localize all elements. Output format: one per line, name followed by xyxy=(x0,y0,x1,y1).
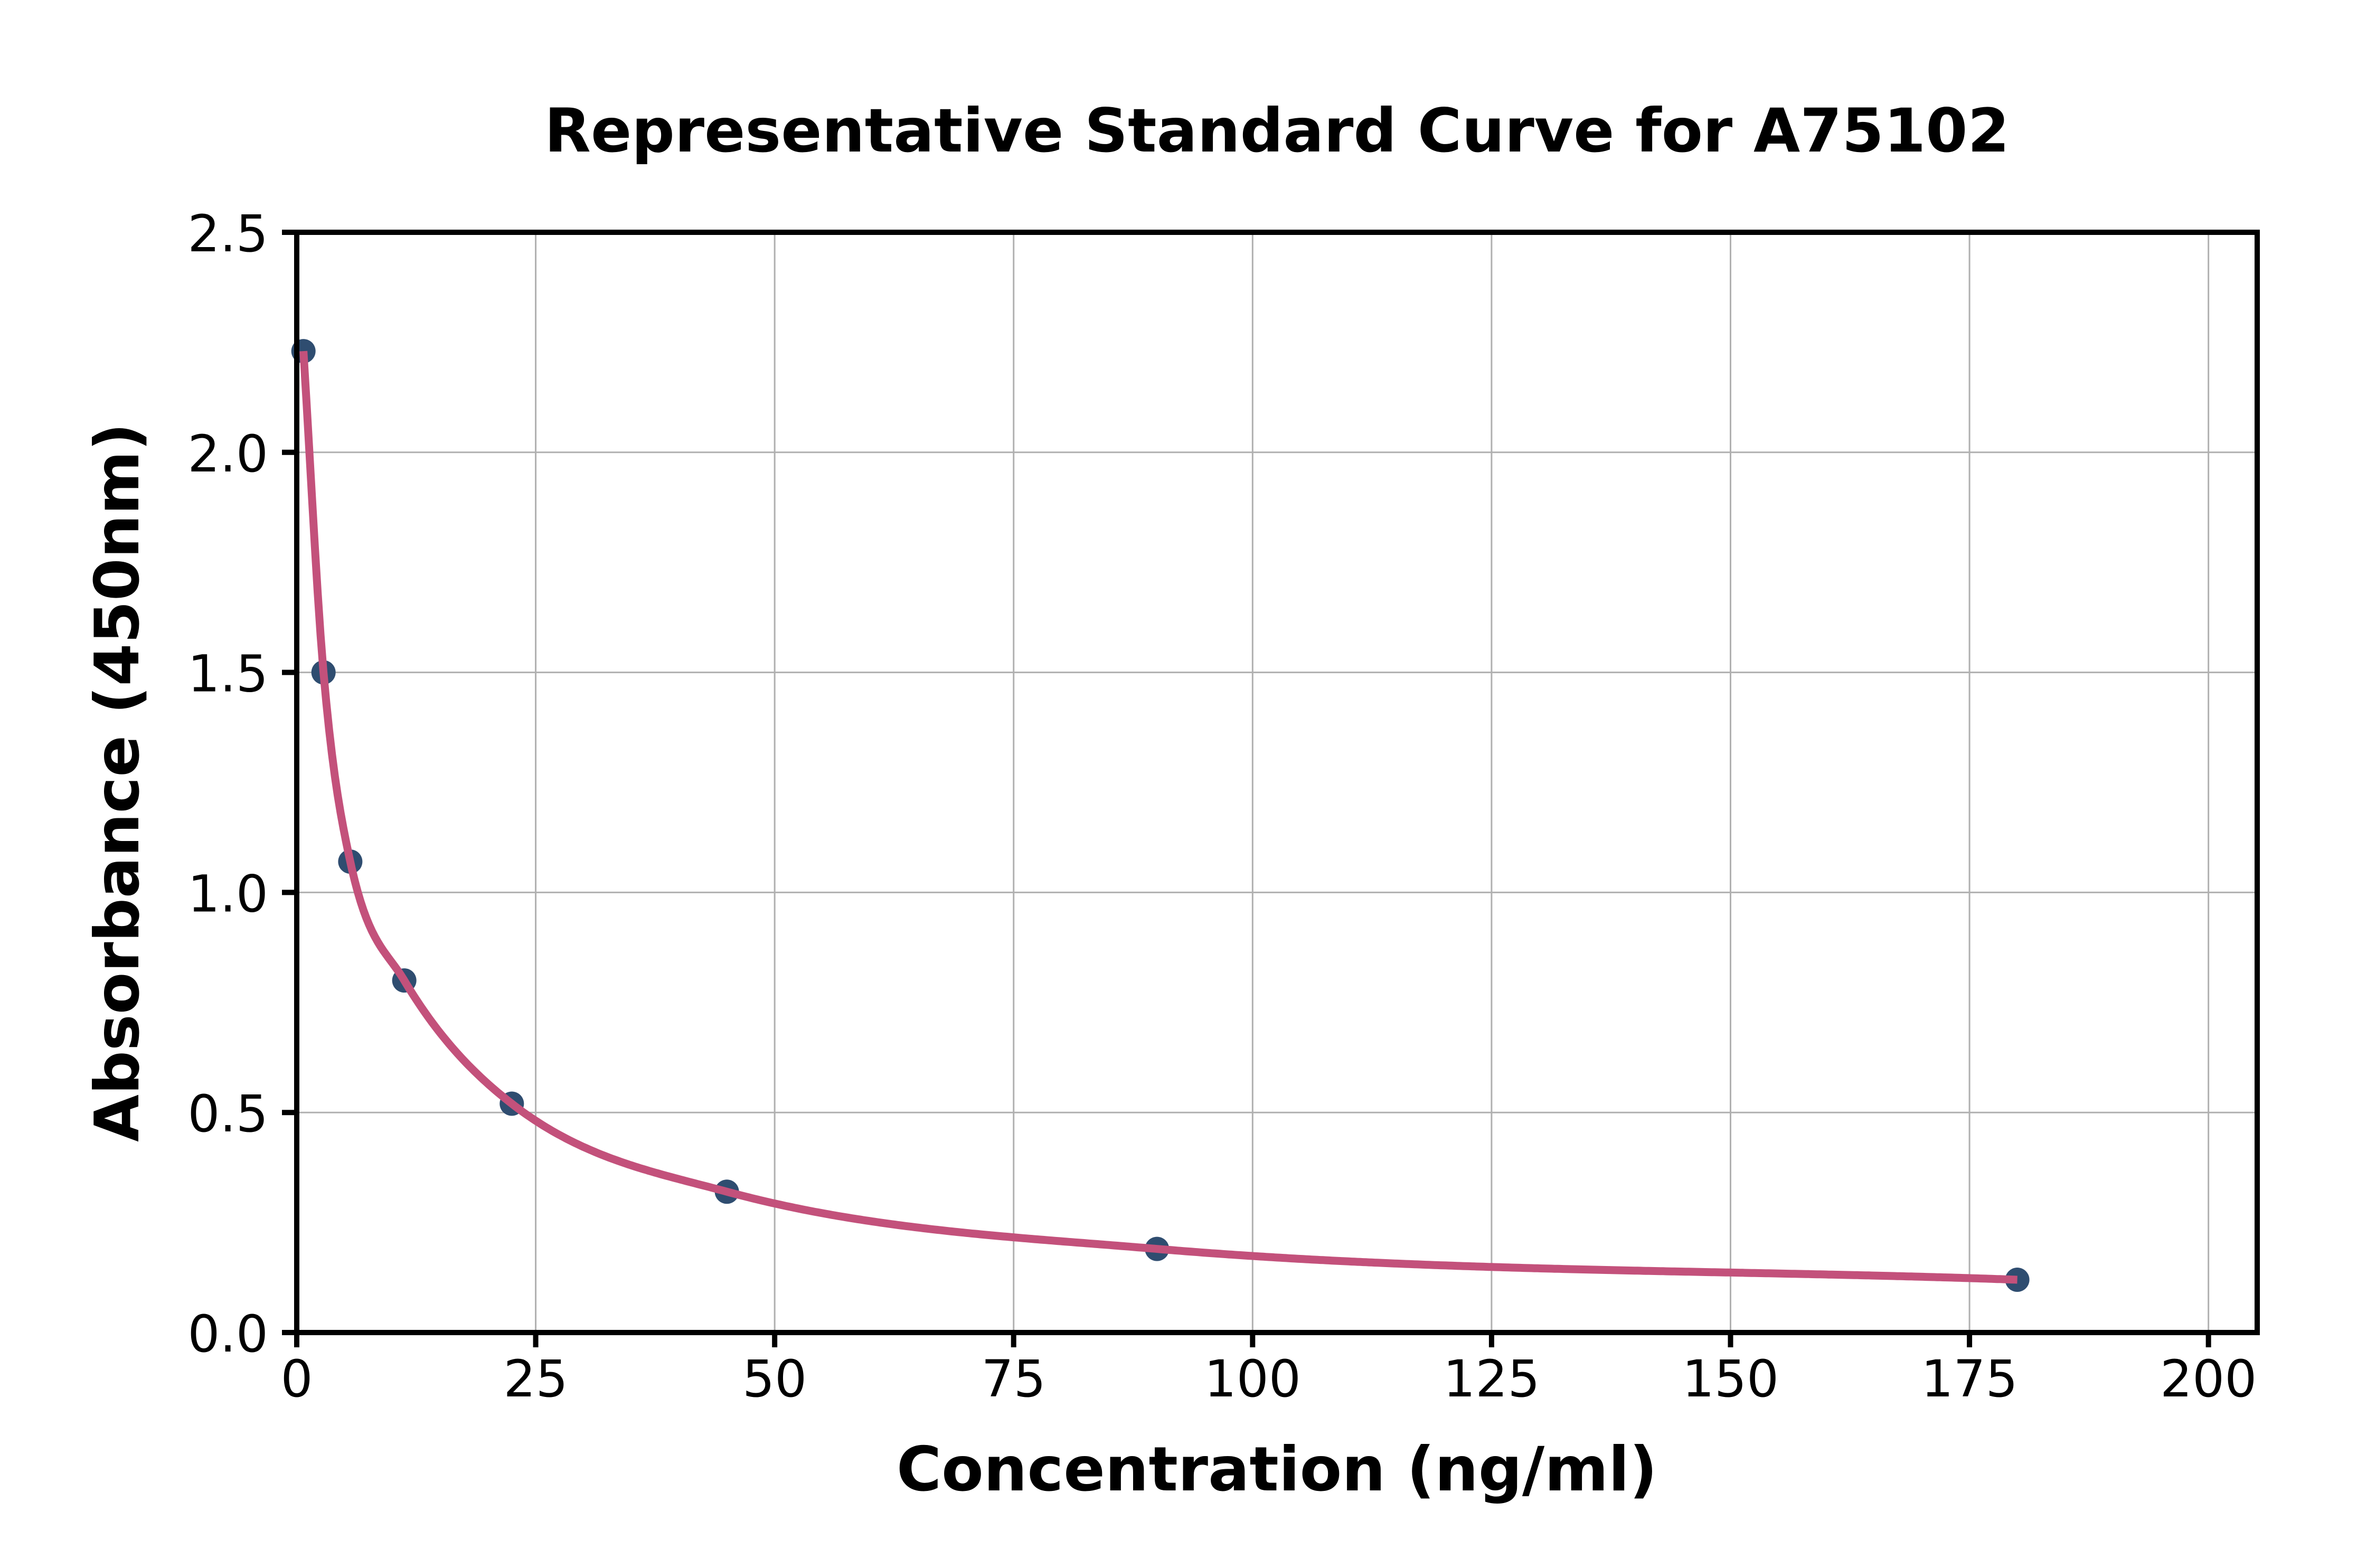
x-tick-label: 200 xyxy=(2160,1349,2257,1409)
gridlines xyxy=(296,231,2257,1334)
y-tick-label: 0.5 xyxy=(187,1084,268,1144)
x-tick-label: 0 xyxy=(280,1349,313,1409)
data-points xyxy=(291,339,2030,1292)
x-tick-label: 75 xyxy=(982,1349,1046,1409)
axis-ticks xyxy=(282,230,2211,1347)
x-tick-label: 25 xyxy=(504,1349,568,1409)
x-tick-label: 100 xyxy=(1204,1349,1301,1409)
chart-title: Representative Standard Curve for A75102 xyxy=(544,96,2010,166)
y-tick-label: 2.0 xyxy=(187,424,268,484)
y-axis-label: Absorbance (450nm) xyxy=(82,423,153,1142)
y-tick-label: 2.5 xyxy=(187,204,268,263)
y-tick-label: 0.0 xyxy=(187,1305,268,1364)
x-tick-label: 150 xyxy=(1682,1349,1779,1409)
tick-labels: 0 25 50 75 100 125 150 175 200 0.0 0.5 1.0 1.5 2.0 2.5 xyxy=(187,204,2257,1409)
fit-curve-line xyxy=(299,351,2019,1284)
y-tick-label: 1.5 xyxy=(187,645,268,704)
plot-frame xyxy=(294,230,2260,1335)
x-tick-label: 50 xyxy=(742,1349,807,1409)
y-tick-label: 1.0 xyxy=(187,864,268,923)
x-tick-label: 175 xyxy=(1921,1349,2017,1409)
x-tick-label: 125 xyxy=(1443,1349,1540,1409)
x-axis-label: Concentration (ng/ml) xyxy=(897,1434,1657,1505)
data-point xyxy=(2005,1267,2030,1292)
